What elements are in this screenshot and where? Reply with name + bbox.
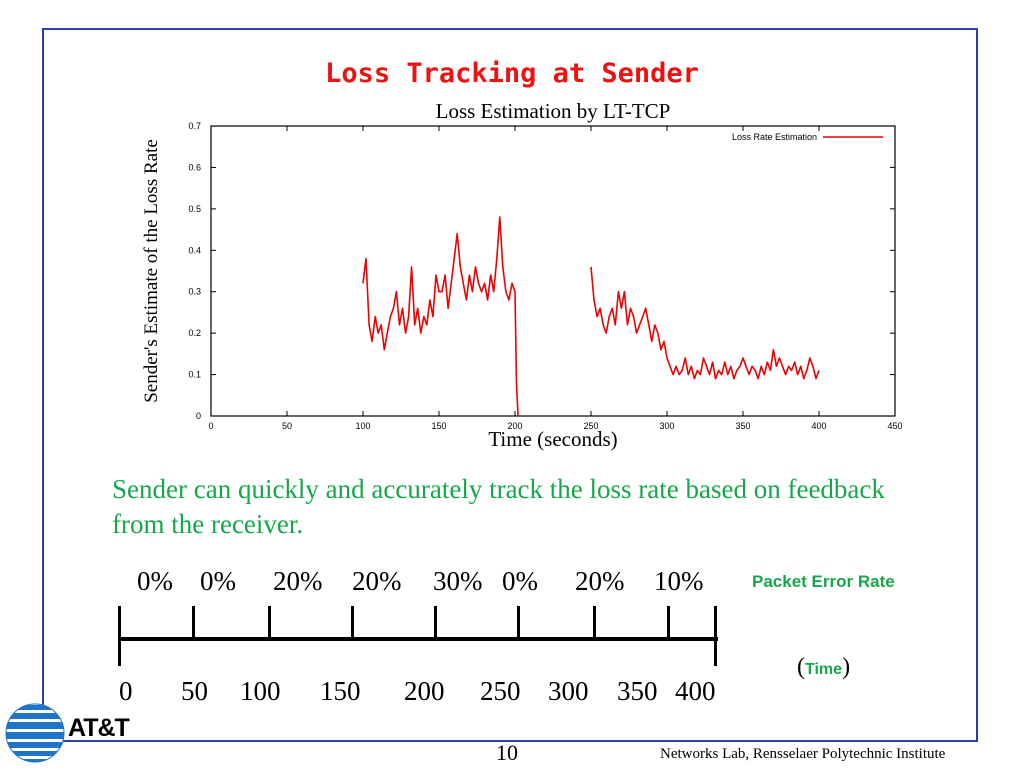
timeline-tick: [434, 606, 437, 638]
error-rate-label: 10%: [654, 566, 704, 596]
timeline-tick: [351, 606, 354, 638]
y-tick-label: 0.1: [188, 370, 201, 380]
x-tick-label: 200: [507, 421, 522, 431]
loss-estimation-chart: Loss Estimation by LT-TCP Time (seconds) S…: [141, 99, 903, 451]
timeline-tick: [192, 606, 195, 638]
y-tick-label: 0.3: [188, 287, 201, 297]
time-mark: 250: [480, 676, 521, 706]
y-tick-label: 0.4: [188, 245, 201, 255]
plot-frame: [210, 125, 896, 417]
x-tick-label: 100: [355, 421, 370, 431]
time-mark: 100: [240, 676, 281, 706]
error-rate-label: 0%: [137, 566, 173, 596]
time-mark: 350: [617, 676, 658, 706]
time-mark: 150: [320, 676, 361, 706]
time-mark: 400: [675, 676, 716, 706]
x-tick-label: 0: [208, 421, 213, 431]
error-rate-label: 0%: [502, 566, 538, 596]
series-line: [362, 216, 820, 417]
slide-title: Loss Tracking at Sender: [325, 58, 699, 89]
y-tick-label: 0.7: [188, 121, 201, 131]
page-number: 10: [496, 740, 518, 765]
error-rate-label: 20%: [575, 566, 625, 596]
x-tick-label: 350: [735, 421, 750, 431]
timeline-tick: [517, 606, 520, 638]
footer-text: Networks Lab, Rensselaer Polytechnic Ins…: [660, 746, 946, 762]
body-text: Sender can quickly and accurately track …: [112, 474, 885, 539]
time-mark: 0: [119, 676, 133, 706]
att-logo-text: AT&T: [68, 714, 130, 742]
x-tick-label: 50: [282, 421, 292, 431]
time-mark: 200: [404, 676, 445, 706]
y-tick-label: 0.5: [188, 204, 201, 214]
x-tick-label: 250: [583, 421, 598, 431]
legend-label: Loss Rate Estimation: [732, 132, 817, 142]
slide-frame: [42, 28, 978, 742]
x-tick-label: 450: [887, 421, 902, 431]
timeline-tick: [268, 606, 271, 638]
timeline-tick: [714, 606, 717, 666]
error-rate-label: 20%: [273, 566, 323, 596]
time-mark: 50: [181, 676, 208, 706]
time-axis-label: (Time): [797, 654, 851, 680]
chart-title: Loss Estimation by LT-TCP: [436, 99, 671, 123]
error-rate-label: 30%: [433, 566, 483, 596]
error-rate-label: 20%: [352, 566, 402, 596]
att-globe-icon: [5, 703, 65, 763]
x-tick-label: 300: [659, 421, 674, 431]
x-tick-label: 150: [431, 421, 446, 431]
timeline-tick: [667, 606, 670, 638]
y-tick-label: 0: [196, 411, 201, 421]
error-rate-label: 0%: [200, 566, 236, 596]
x-axis-label: Time (seconds): [488, 427, 617, 451]
timeline-tick: [593, 606, 596, 638]
y-axis-label: Sender's Estimate of the Loss Rate: [141, 139, 162, 403]
y-tick-label: 0.6: [188, 162, 201, 172]
packet-error-rate-label: Packet Error Rate: [752, 572, 895, 591]
y-tick-label: 0.2: [188, 328, 201, 338]
timeline-tick: [118, 606, 121, 666]
x-tick-label: 400: [811, 421, 826, 431]
time-mark: 300: [548, 676, 589, 706]
timeline-axis: [118, 637, 718, 641]
